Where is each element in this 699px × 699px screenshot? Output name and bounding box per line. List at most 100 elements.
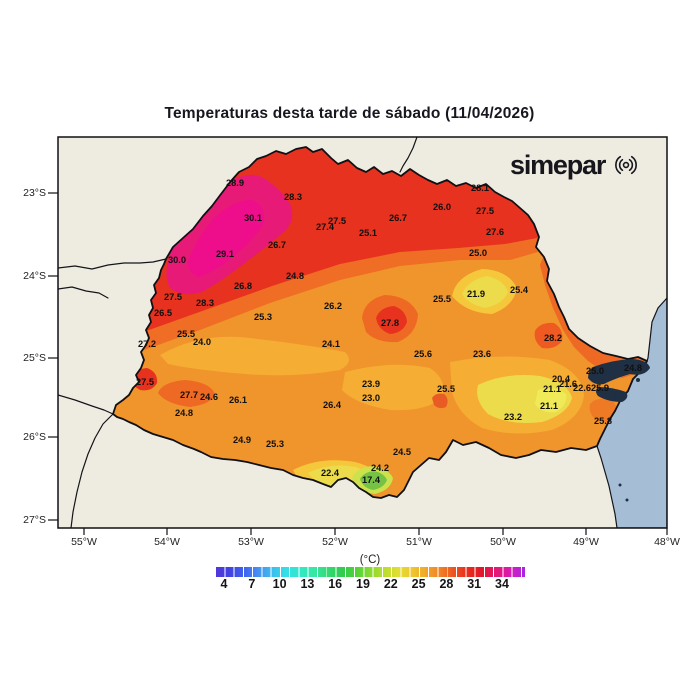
colorbar-tick-label: 31 (467, 577, 482, 591)
temp-label: 23.2 (504, 412, 522, 422)
colorbar-tick-label: 22 (383, 577, 398, 591)
colorbar-tick-label: 13 (300, 577, 315, 591)
lat-tick-label: 26°S (23, 431, 46, 443)
temp-label: 21.1 (540, 401, 558, 411)
temp-label: 26.5 (154, 308, 172, 318)
temp-label: 24.0 (193, 337, 211, 347)
lon-tick-label: 51°W (406, 536, 432, 548)
sp-border-line (399, 137, 418, 173)
ms-border-line (58, 258, 167, 270)
page-title: Temperaturas desta tarde de sábado (11/0… (164, 105, 535, 122)
colorbar-unit-label: (°C) (359, 554, 381, 566)
temp-label: 24.8 (286, 271, 304, 281)
temp-label: 21.1 (543, 384, 561, 394)
temp-label: 27.5 (476, 206, 494, 216)
colorbar-tick-label: 7 (248, 577, 256, 591)
temperature-colorbar (216, 567, 525, 577)
temp-label: 25.9 (591, 383, 609, 393)
temp-label: 25.8 (594, 416, 612, 426)
temp-label: 21.9 (467, 289, 485, 299)
temp-label: 28.9 (226, 178, 244, 188)
temp-label: 25.3 (266, 439, 284, 449)
lon-tick-label: 50°W (490, 536, 516, 548)
temp-label: 24.1 (322, 339, 340, 349)
colorbar-tick-label: 4 (220, 577, 228, 591)
temp-label: 27.6 (486, 227, 504, 237)
lat-tick-label: 25°S (23, 352, 46, 364)
temp-label: 25.5 (177, 329, 195, 339)
map-frame (57, 136, 668, 529)
temp-label: 25.0 (586, 366, 604, 376)
colorbar-tick-label: 19 (356, 577, 370, 591)
lon-tick-label: 52°W (322, 536, 348, 548)
lat-tick-label: 24°S (23, 270, 46, 282)
temp-label: 25.1 (359, 228, 377, 238)
simepar-logo-text: simepar (510, 149, 606, 180)
temp-label: 28.2 (544, 333, 562, 343)
temp-label: 27.2 (138, 339, 156, 349)
lon-tick-label: 53°W (238, 536, 264, 548)
colorbar-tick-label: 16 (328, 577, 343, 591)
lon-tick-label: 54°W (154, 536, 180, 548)
simepar-logo: simepar (510, 149, 642, 181)
temp-label: 17.4 (362, 475, 381, 485)
temp-label: 25.5 (437, 384, 455, 394)
temp-label: 26.7 (268, 240, 286, 250)
temp-label: 26.7 (389, 213, 407, 223)
lat-tick-label: 27°S (23, 514, 46, 526)
lon-tick-label: 49°W (573, 536, 599, 548)
temp-label: 26.4 (323, 400, 342, 410)
temp-label: 22.6 (573, 383, 591, 393)
temp-label: 23.0 (362, 393, 380, 403)
temp-label: 25.5 (433, 294, 451, 304)
temp-label: 25.6 (414, 349, 432, 359)
neighbor-state-borders (58, 137, 418, 528)
colorbar-tick-label: 10 (272, 577, 287, 591)
temp-label: 28.1 (471, 183, 489, 193)
temp-label: 25.4 (510, 285, 529, 295)
lon-tick-label: 48°W (654, 536, 680, 548)
temperature-labels-layer: 28.928.330.127.427.526.730.029.128.126.0… (136, 178, 642, 485)
temp-label: 25.0 (469, 248, 487, 258)
temp-label: 23.9 (362, 379, 380, 389)
colorbar-tick-label: 25 (411, 577, 426, 591)
temp-label: 26.1 (229, 395, 247, 405)
temp-label: 27.7 (180, 390, 198, 400)
temp-label: 22.4 (321, 468, 340, 478)
ms-river-line (58, 286, 109, 299)
temp-label: 27.4 (316, 222, 335, 232)
temp-label: 26.8 (234, 281, 252, 291)
temp-label: 26.2 (324, 301, 342, 311)
temp-label: 30.0 (168, 255, 186, 265)
temp-label: 28.3 (196, 298, 214, 308)
lat-tick-label: 23°S (23, 187, 46, 199)
temp-label: 24.5 (393, 447, 411, 457)
temp-label: 27.5 (164, 292, 182, 302)
simepar-waves-icon (615, 155, 638, 175)
temp-label: 24.9 (233, 435, 251, 445)
axis-tick-marks (48, 192, 668, 535)
temp-label: 20.4 (552, 374, 571, 384)
colorbar-tick-label: 34 (495, 577, 509, 591)
temp-label: 27.8 (381, 318, 399, 328)
temp-label: 23.6 (473, 349, 491, 359)
argentina-border-line (70, 413, 114, 528)
lon-tick-label: 55°W (71, 536, 97, 548)
paranagua-bay (588, 359, 650, 502)
temp-label: 21.6 (559, 379, 577, 389)
temp-label: 25.3 (254, 312, 272, 322)
temp-label: 24.8 (175, 408, 193, 418)
paraguay-border-line (58, 394, 114, 415)
temp-label: 28.3 (284, 192, 302, 202)
temp-label: 27.5 (328, 216, 346, 226)
temp-label: 29.1 (216, 249, 234, 259)
temp-label: 24.2 (371, 463, 389, 473)
temp-label: 30.1 (244, 213, 262, 223)
temp-label: 24.8 (624, 363, 642, 373)
temp-label: 27.5 (136, 377, 154, 387)
temp-label: 24.6 (200, 392, 218, 402)
colorbar-tick-label: 28 (439, 577, 454, 591)
temp-label: 26.0 (433, 202, 451, 212)
